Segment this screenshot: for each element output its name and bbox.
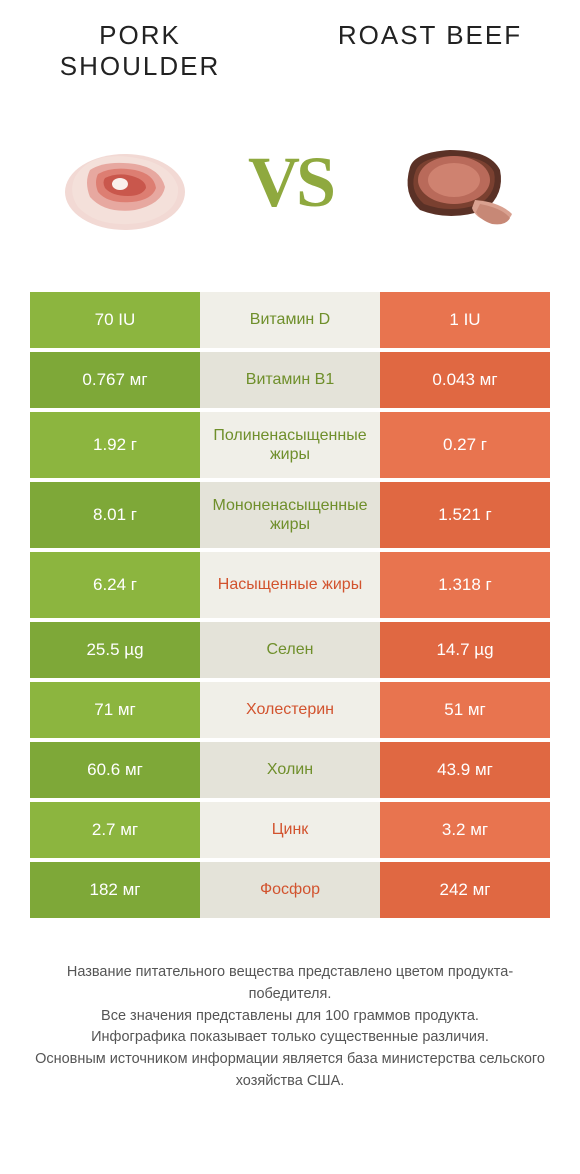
nutrient-name: Витамин B1 bbox=[200, 352, 380, 408]
right-value: 43.9 мг bbox=[380, 742, 550, 798]
right-value: 1.318 г bbox=[380, 552, 550, 618]
pork-image bbox=[40, 117, 210, 247]
nutrient-name: Холестерин bbox=[200, 682, 380, 738]
footer-line: Основным источником информации является … bbox=[30, 1049, 550, 1093]
nutrient-name: Мононенасыщенные жиры bbox=[200, 482, 380, 548]
right-value: 1 IU bbox=[380, 292, 550, 348]
nutrient-name: Насыщенные жиры bbox=[200, 552, 380, 618]
left-value: 182 мг bbox=[30, 862, 200, 918]
header: PORK SHOULDER ROAST BEEF bbox=[0, 0, 580, 92]
comparison-table: 70 IUВитамин D1 IU0.767 мгВитамин B10.04… bbox=[30, 292, 550, 918]
left-value: 25.5 µg bbox=[30, 622, 200, 678]
right-value: 1.521 г bbox=[380, 482, 550, 548]
right-value: 0.27 г bbox=[380, 412, 550, 478]
right-value: 0.043 мг bbox=[380, 352, 550, 408]
roast-beef-icon bbox=[380, 122, 530, 242]
title-left: PORK SHOULDER bbox=[40, 20, 240, 82]
nutrient-name: Полиненасыщенные жиры bbox=[200, 412, 380, 478]
table-row: 25.5 µgСелен14.7 µg bbox=[30, 622, 550, 678]
footer-line: Название питательного вещества представл… bbox=[30, 962, 550, 1006]
table-row: 70 IUВитамин D1 IU bbox=[30, 292, 550, 348]
nutrient-name: Селен bbox=[200, 622, 380, 678]
nutrient-name: Холин bbox=[200, 742, 380, 798]
table-row: 8.01 гМононенасыщенные жиры1.521 г bbox=[30, 482, 550, 548]
left-value: 2.7 мг bbox=[30, 802, 200, 858]
table-row: 60.6 мгХолин43.9 мг bbox=[30, 742, 550, 798]
left-value: 8.01 г bbox=[30, 482, 200, 548]
left-value: 71 мг bbox=[30, 682, 200, 738]
left-value: 1.92 г bbox=[30, 412, 200, 478]
table-row: 1.92 гПолиненасыщенные жиры0.27 г bbox=[30, 412, 550, 478]
vs-text: VS bbox=[248, 141, 332, 224]
right-value: 3.2 мг bbox=[380, 802, 550, 858]
left-value: 0.767 мг bbox=[30, 352, 200, 408]
table-row: 71 мгХолестерин51 мг bbox=[30, 682, 550, 738]
right-value: 14.7 µg bbox=[380, 622, 550, 678]
footer: Название питательного вещества представл… bbox=[0, 922, 580, 1113]
beef-image bbox=[370, 117, 540, 247]
right-value: 51 мг bbox=[380, 682, 550, 738]
title-right: ROAST BEEF bbox=[320, 20, 540, 51]
footer-line: Инфографика показывает только существенн… bbox=[30, 1027, 550, 1049]
table-row: 0.767 мгВитамин B10.043 мг bbox=[30, 352, 550, 408]
left-value: 60.6 мг bbox=[30, 742, 200, 798]
table-row: 6.24 гНасыщенные жиры1.318 г bbox=[30, 552, 550, 618]
hero-row: VS bbox=[0, 92, 580, 292]
left-value: 70 IU bbox=[30, 292, 200, 348]
table-row: 182 мгФосфор242 мг bbox=[30, 862, 550, 918]
nutrient-name: Фосфор bbox=[200, 862, 380, 918]
table-row: 2.7 мгЦинк3.2 мг bbox=[30, 802, 550, 858]
nutrient-name: Цинк bbox=[200, 802, 380, 858]
right-value: 242 мг bbox=[380, 862, 550, 918]
left-value: 6.24 г bbox=[30, 552, 200, 618]
pork-shoulder-icon bbox=[50, 122, 200, 242]
nutrient-name: Витамин D bbox=[200, 292, 380, 348]
footer-line: Все значения представлены для 100 граммо… bbox=[30, 1006, 550, 1028]
